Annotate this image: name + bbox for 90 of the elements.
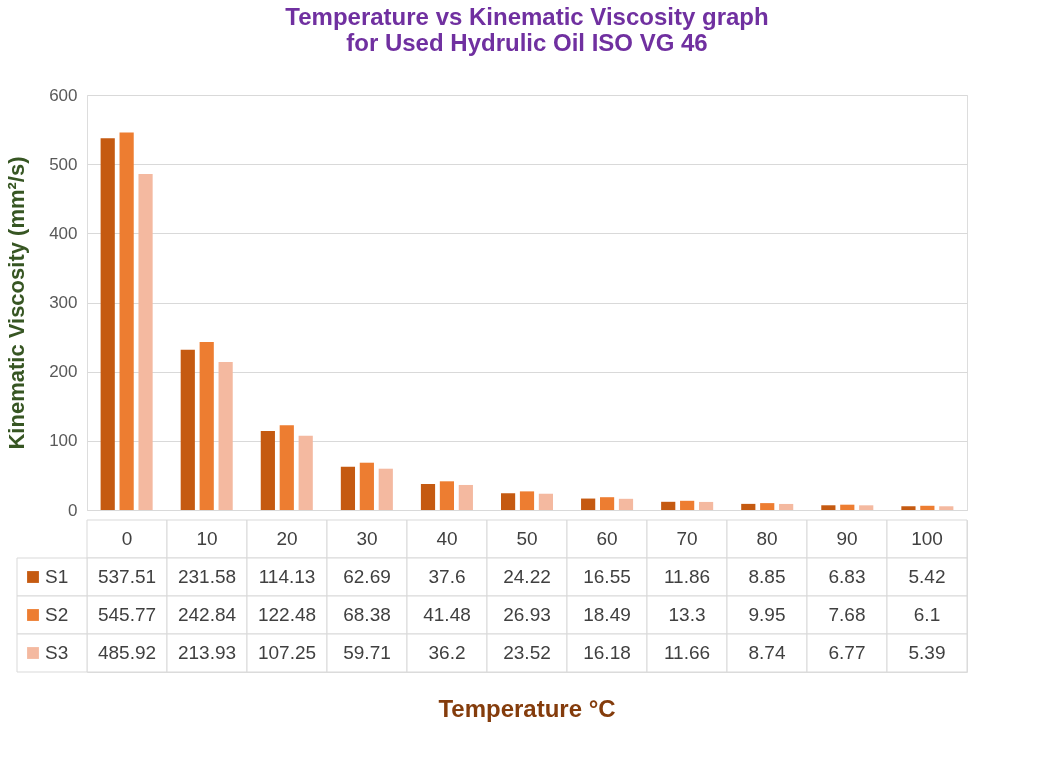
bar: [298, 435, 313, 510]
bar: [378, 468, 393, 510]
data-label: 231.58: [177, 566, 237, 587]
data-label: 23.52: [503, 642, 551, 663]
bar: [439, 481, 455, 510]
bar: [680, 500, 695, 510]
bar: [458, 484, 473, 510]
x-tick-label: 10: [196, 528, 218, 549]
bar: [661, 501, 676, 510]
data-label: 537.51: [97, 566, 157, 587]
data-label: 485.92: [97, 642, 157, 663]
x-tick-label: 20: [276, 528, 298, 549]
x-tick-label: 0: [121, 528, 133, 549]
data-label: 5.39: [908, 642, 946, 663]
data-label: 122.48: [257, 604, 317, 625]
legend-label: S3: [45, 642, 69, 663]
x-tick-label: 90: [836, 528, 858, 549]
bar: [859, 505, 874, 510]
bar: [581, 498, 596, 510]
y-tick-label: 0: [68, 500, 78, 520]
bar: [538, 493, 554, 510]
x-tick-label: 60: [596, 528, 618, 549]
data-label: 213.93: [177, 642, 237, 663]
x-tick-label: 100: [911, 528, 943, 549]
bar: [920, 505, 935, 510]
data-label: 8.74: [748, 642, 786, 663]
bar: [199, 342, 214, 510]
y-tick-label: 600: [49, 85, 78, 105]
y-axis-title: Kinematic Viscosity (mm²/s): [4, 156, 30, 450]
data-label: 13.3: [668, 604, 706, 625]
bar: [618, 498, 634, 510]
data-label: 6.83: [828, 566, 866, 587]
legend-label: S2: [45, 604, 69, 625]
data-label: 16.55: [583, 566, 631, 587]
bar: [500, 493, 516, 510]
chart-title: Temperature vs Kinematic Viscosity graph for Used Hydrulic Oil ISO VG 46: [285, 3, 769, 56]
bar: [100, 138, 115, 510]
data-label: 26.93: [503, 604, 551, 625]
bar: [779, 503, 794, 510]
y-tick-label: 500: [49, 154, 78, 174]
data-label: 8.85: [748, 566, 786, 587]
y-tick-label: 400: [49, 223, 78, 243]
bar: [420, 483, 436, 510]
bar: [760, 503, 775, 510]
bar: [599, 497, 615, 510]
x-tick-label: 80: [756, 528, 778, 549]
y-tick-label: 200: [49, 362, 78, 382]
x-tick-label: 30: [356, 528, 378, 549]
data-label: 16.18: [583, 642, 631, 663]
data-label: 5.42: [908, 566, 946, 587]
x-tick-label: 40: [436, 528, 458, 549]
x-tick-label: 70: [676, 528, 698, 549]
data-label: 6.77: [828, 642, 866, 663]
bar: [218, 362, 233, 510]
y-tick-label: 100: [49, 431, 78, 451]
data-label: 11.66: [663, 642, 711, 663]
x-tick-label: 50: [516, 528, 538, 549]
data-label: 11.86: [663, 566, 711, 587]
data-label: 545.77: [97, 604, 157, 625]
bar: [359, 462, 374, 510]
data-label: 59.71: [343, 642, 391, 663]
data-label: 37.6: [428, 566, 466, 587]
bar: [840, 504, 855, 510]
data-label: 7.68: [828, 604, 866, 625]
data-label: 36.2: [428, 642, 466, 663]
bar: [119, 132, 134, 510]
bar: [939, 506, 954, 510]
data-label: 114.13: [258, 566, 316, 587]
bar: [260, 431, 275, 510]
data-label: 242.84: [177, 604, 237, 625]
data-label: 24.22: [503, 566, 551, 587]
bar: [741, 503, 756, 510]
bar: [138, 173, 153, 510]
bar: [340, 466, 356, 510]
data-label: 9.95: [748, 604, 786, 625]
bar: [901, 506, 916, 510]
bar: [519, 491, 535, 510]
data-label: 41.48: [423, 604, 471, 625]
legend-label: S1: [45, 566, 69, 587]
data-label: 107.25: [257, 642, 317, 663]
y-tick-label: 300: [49, 293, 78, 312]
data-label: 62.69: [343, 566, 391, 587]
data-label: 18.49: [583, 604, 631, 625]
bar: [698, 501, 714, 510]
bar: [180, 349, 195, 510]
bar: [821, 505, 836, 510]
text: Temperature °C: [438, 694, 616, 722]
data-label: 68.38: [343, 604, 391, 625]
bar: [279, 425, 294, 510]
data-label: 6.1: [913, 604, 941, 625]
